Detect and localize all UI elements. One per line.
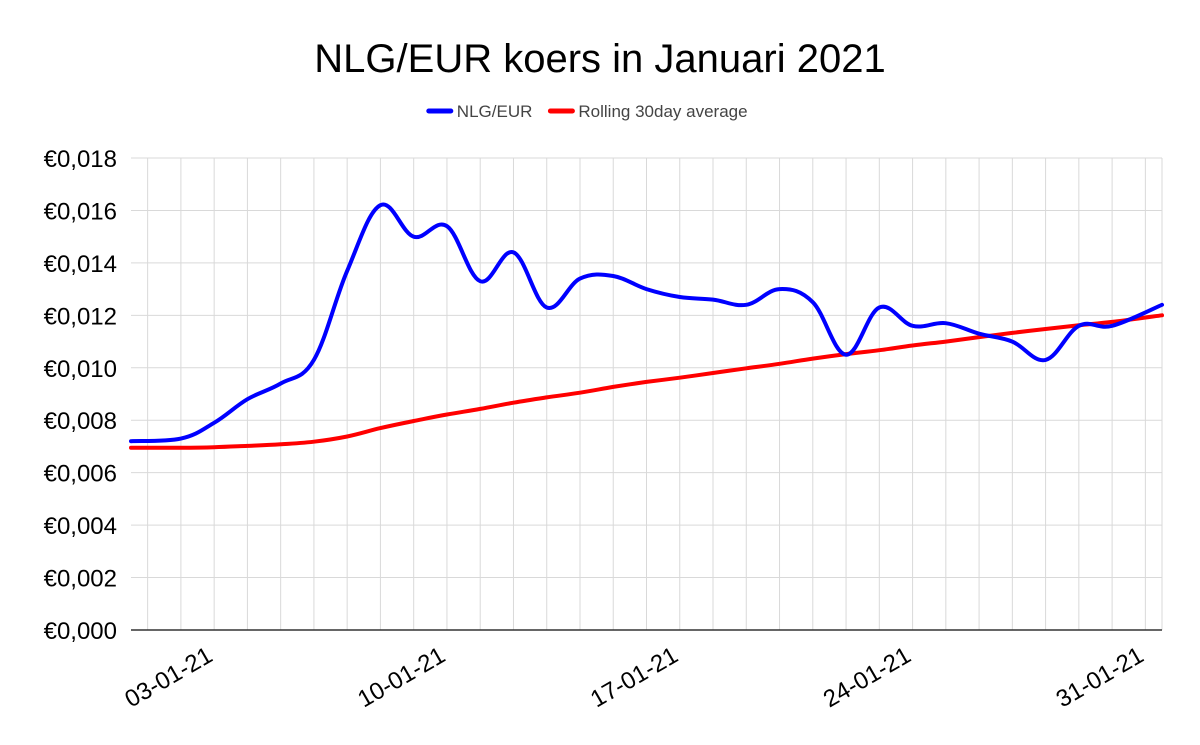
- legend-label: NLG/EUR: [457, 102, 533, 121]
- y-tick-label: €0,010: [44, 356, 117, 383]
- legend-label: Rolling 30day average: [578, 102, 747, 121]
- series-line-rolling-30day-average: [129, 313, 1164, 450]
- y-tick-label: €0,016: [44, 198, 117, 225]
- y-tick-label: €0,018: [44, 146, 117, 173]
- y-tick-label: €0,006: [44, 461, 117, 488]
- legend: NLG/EUR Rolling 30day average: [426, 102, 748, 121]
- y-tick-label: €0,014: [44, 251, 117, 278]
- y-tick-label: €0,004: [44, 513, 117, 540]
- y-tick-label: €0,008: [44, 408, 117, 435]
- y-axis-ticks: €0,000 €0,002 €0,004 €0,006 €0,008 €0,010 €0,0…: [44, 146, 117, 645]
- y-tick-label: €0,012: [44, 303, 117, 330]
- series-line-nlg-eur: [129, 202, 1164, 444]
- y-tick-label: €0,002: [44, 566, 117, 593]
- chart-title: NLG/EUR koers in Januari 2021: [314, 37, 885, 81]
- y-tick-label: €0,000: [44, 618, 117, 645]
- series-lines: [129, 202, 1164, 450]
